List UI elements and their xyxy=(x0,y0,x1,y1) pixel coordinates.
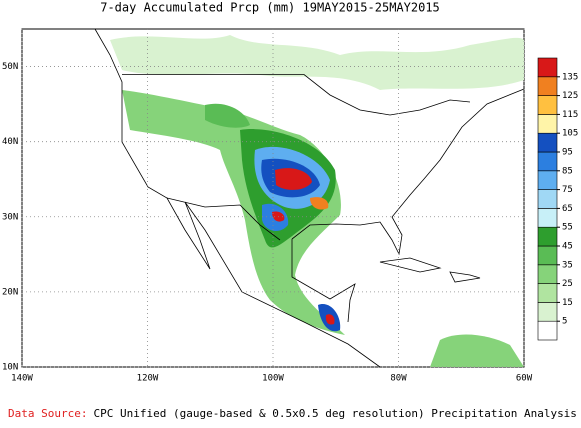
legend-swatch xyxy=(537,151,558,172)
legend-swatch xyxy=(537,302,558,322)
shade-light xyxy=(110,35,524,90)
legend-swatch xyxy=(537,226,558,247)
lat-tick-label: 30N xyxy=(2,212,18,222)
coastlines xyxy=(94,28,525,368)
lon-tick-label: 100W xyxy=(262,374,284,384)
legend-label: 135 xyxy=(562,72,578,82)
legend-label: 65 xyxy=(562,204,573,214)
axis-ticks: 140W 120W 100W 80W 60W 10N 20N 30N 40N 50N xyxy=(2,29,533,384)
legend-label: 35 xyxy=(562,260,573,270)
pacific-coast xyxy=(94,28,381,368)
legend-label: 15 xyxy=(562,298,573,308)
lon-tick-label: 140W xyxy=(11,374,33,384)
lat-tick-label: 50N xyxy=(2,62,18,72)
legend-label: 5 xyxy=(562,317,567,327)
footer: Data Source: CPC Unified (gauge-based & 0… xyxy=(8,407,577,420)
footer-text: CPC Unified (gauge-based & 0.5x0.5 deg r… xyxy=(93,407,576,420)
legend-swatch xyxy=(537,132,558,153)
legend-swatch xyxy=(537,95,558,115)
legend-label: 85 xyxy=(562,166,573,176)
us-canada-border xyxy=(122,74,471,116)
legend-label: 125 xyxy=(562,91,578,101)
lat-tick-label: 40N xyxy=(2,137,18,147)
legend-label: 105 xyxy=(562,129,578,139)
caribbean-islands xyxy=(379,257,481,283)
shade-green-dark xyxy=(205,103,250,128)
legend-label: 55 xyxy=(562,223,573,233)
legend-swatch xyxy=(537,170,558,190)
legend-label: 95 xyxy=(562,148,573,158)
legend-swatch xyxy=(537,283,558,303)
color-legend: 5 15 25 35 45 55 65 75 85 95 105 115 125 135 xyxy=(537,57,578,341)
legend-swatch xyxy=(537,114,558,134)
legend-swatch xyxy=(537,264,558,284)
title: 7-day Accumulated Prcp (mm) 19MAY2015-25… xyxy=(100,1,440,15)
shade-central-red xyxy=(325,314,335,325)
lat-tick-label: 10N xyxy=(2,363,18,373)
shade-south-america xyxy=(430,334,524,367)
legend-label: 25 xyxy=(562,279,573,289)
shade-orange xyxy=(310,197,329,210)
legend-swatch xyxy=(537,57,558,78)
legend-swatch xyxy=(537,208,558,228)
us-mexico-border xyxy=(166,197,281,241)
lon-tick-label: 60W xyxy=(516,374,533,384)
shade-red xyxy=(275,168,312,190)
legend-swatch xyxy=(537,76,558,96)
legend-label: 75 xyxy=(562,185,573,195)
legend-swatch xyxy=(537,320,558,341)
legend-swatch xyxy=(537,245,558,266)
lat-tick-label: 20N xyxy=(2,287,18,297)
lon-tick-label: 80W xyxy=(390,374,407,384)
legend-swatch xyxy=(537,189,558,209)
footer-label: Data Source: xyxy=(8,407,87,420)
legend-label: 115 xyxy=(562,110,578,120)
legend-label: 45 xyxy=(562,242,573,252)
lon-tick-label: 120W xyxy=(137,374,159,384)
